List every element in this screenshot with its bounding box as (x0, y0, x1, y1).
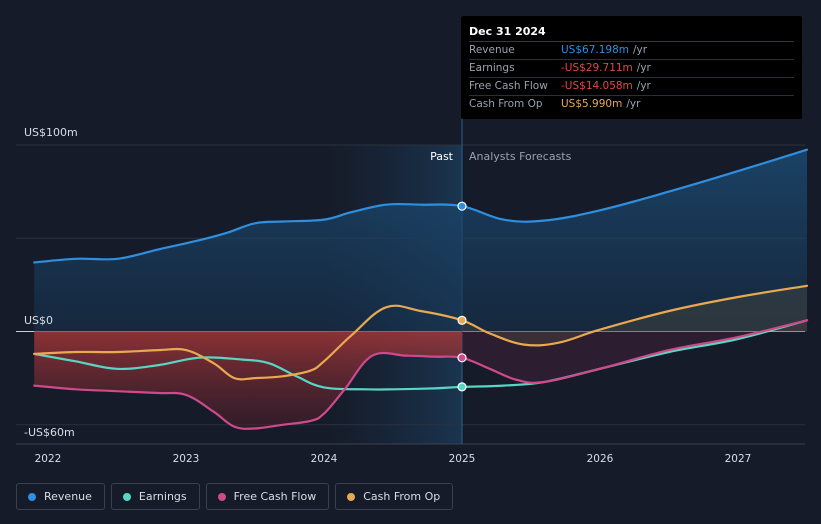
tooltip-row-cash-from-op: Cash From Op US$5.990m /yr (469, 96, 794, 113)
x-tick-label: 2026 (587, 453, 614, 465)
y-axis-label-zero: US$0 (24, 314, 53, 327)
legend-dot-icon (217, 492, 226, 501)
revenue-area (34, 149, 807, 332)
cash-from-op-marker (457, 315, 467, 325)
tooltip-value: -US$14.058m (561, 80, 633, 92)
free-cash-flow-area-forecast (462, 320, 807, 383)
past-label: Past (430, 150, 454, 163)
free-cash-flow-area-past (34, 331, 462, 429)
tooltip-value: US$5.990m (561, 98, 623, 110)
legend-item-earnings[interactable]: Earnings (110, 483, 200, 510)
tooltip-label: Cash From Op (469, 98, 543, 110)
cash-from-op-line (33, 284, 809, 381)
legend-dot-icon (28, 492, 36, 501)
tooltip-row-revenue: Revenue US$67.198m /yr (469, 42, 794, 60)
free-cash-flow-marker (457, 353, 467, 363)
revenue-line (33, 148, 809, 264)
tooltip-unit: /yr (636, 80, 651, 92)
revenue-marker (457, 201, 467, 211)
tooltip-label: Free Cash Flow (469, 80, 548, 92)
legend-label: Free Cash Flow (233, 490, 317, 503)
tooltip-row-free-cash-flow: Free Cash Flow -US$14.058m /yr (469, 78, 794, 96)
legend-label: Cash From Op (363, 490, 441, 503)
y-axis-label-top: US$100m (24, 126, 78, 139)
legend-item-free-cash-flow[interactable]: Free Cash Flow (205, 483, 330, 510)
legend-item-revenue[interactable]: Revenue (16, 483, 105, 510)
legend-label: Earnings (138, 490, 187, 503)
y-axis-label-bottom: -US$60m (24, 426, 75, 439)
x-tick-label: 2025 (449, 453, 476, 465)
tooltip-date: Dec 31 2024 (469, 23, 794, 42)
legend-label: Revenue (44, 490, 92, 503)
earnings-marker (457, 382, 467, 392)
x-tick-label: 2024 (311, 453, 338, 465)
x-tick-label: 2023 (173, 453, 200, 465)
tooltip-unit: /yr (626, 98, 641, 110)
tooltip-row-earnings: Earnings -US$29.711m /yr (469, 60, 794, 78)
tooltip: Dec 31 2024 Revenue US$67.198m /yr Earni… (461, 16, 802, 119)
forecast-label: Analysts Forecasts (469, 150, 572, 163)
legend-item-cash-from-op[interactable]: Cash From Op (335, 483, 454, 510)
tooltip-label: Earnings (469, 62, 515, 74)
x-tick-label: 2022 (35, 453, 62, 465)
tooltip-unit: /yr (633, 44, 648, 56)
x-tick-label: 2027 (725, 453, 752, 465)
legend: Revenue Earnings Free Cash Flow Cash Fro… (16, 483, 454, 510)
tooltip-value: -US$29.711m (561, 62, 633, 74)
legend-dot-icon (122, 492, 131, 501)
legend-dot-icon (347, 492, 356, 501)
tooltip-label: Revenue (469, 44, 515, 56)
tooltip-unit: /yr (636, 62, 651, 74)
tooltip-value: US$67.198m (561, 44, 629, 56)
free-cash-flow-line (33, 319, 809, 430)
